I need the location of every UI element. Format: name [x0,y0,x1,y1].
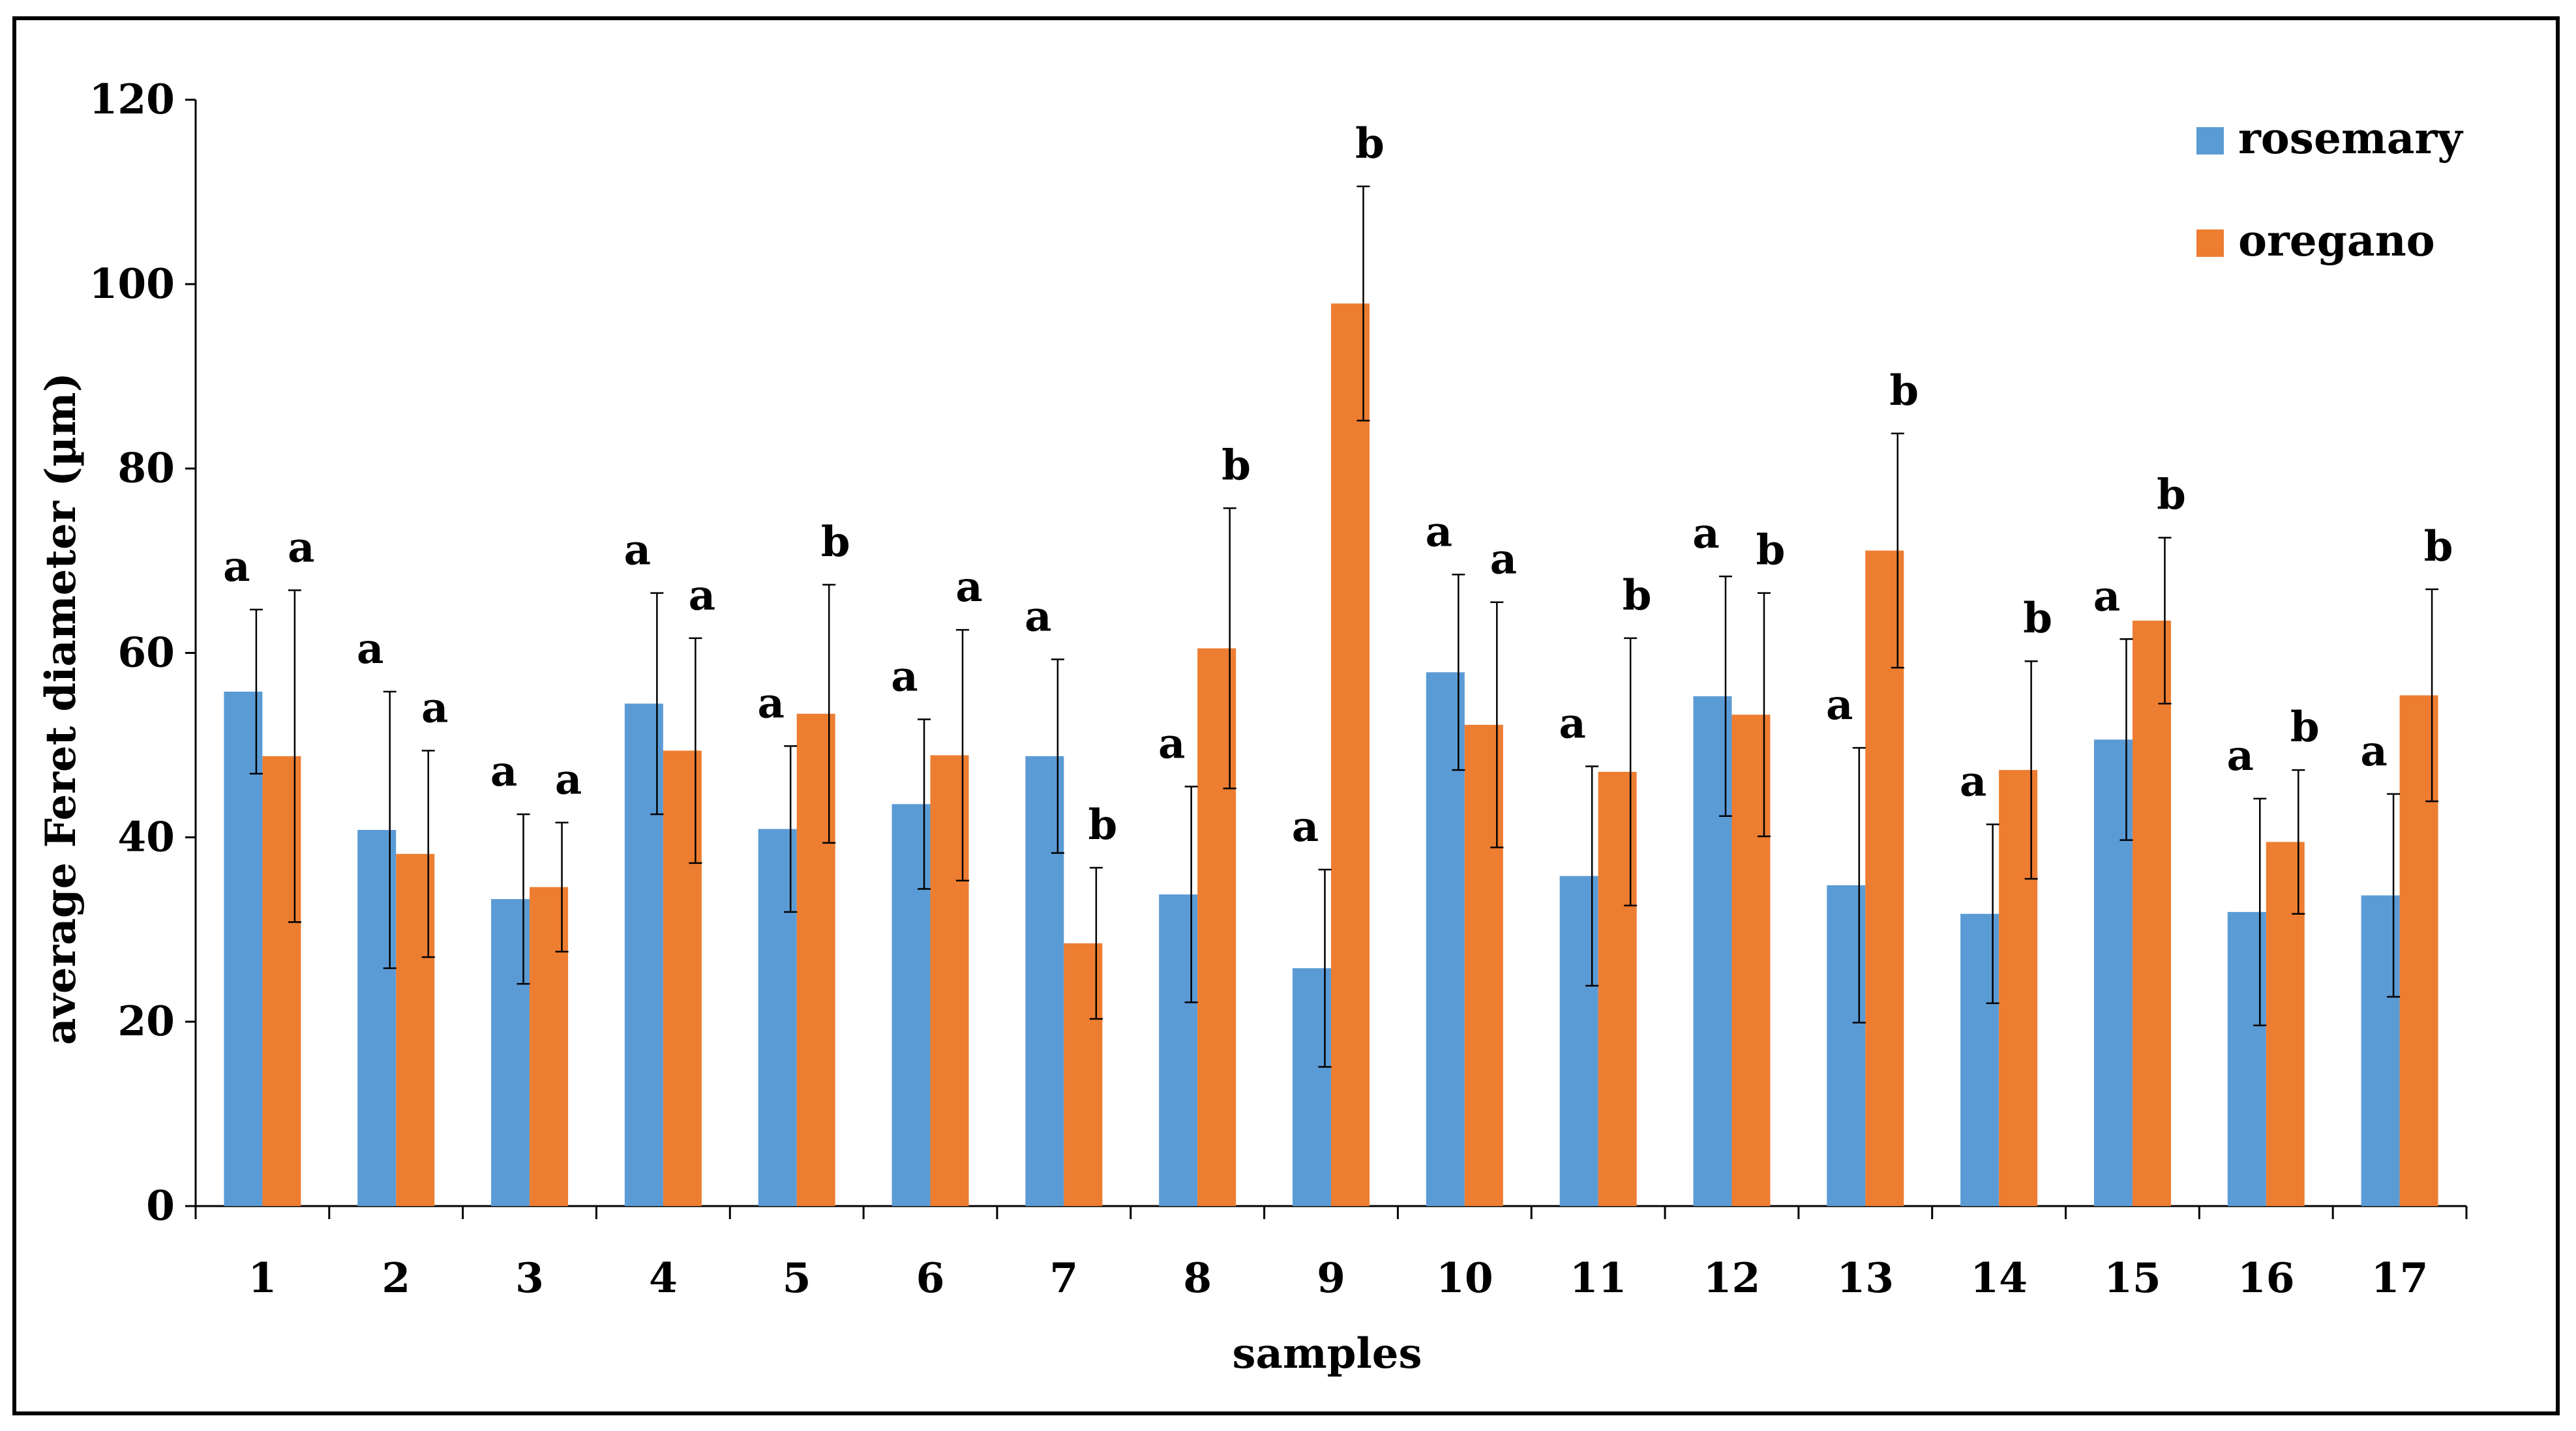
oregano-significance-letter: b [2023,594,2052,643]
oregano-significance-letter: b [1756,526,1786,575]
x-tick-label: 8 [1183,1254,1212,1302]
x-tick-label: 1 [248,1254,277,1302]
oregano-significance-letter: b [1088,801,1117,849]
x-tick-label: 3 [515,1254,544,1302]
oregano-significance-letter: a [288,523,314,572]
y-tick-label: 80 [117,444,175,492]
rosemary-significance-letter: a [624,526,651,575]
x-tick-label: 2 [382,1254,410,1302]
oregano-significance-letter: a [955,563,982,612]
y-tick-label: 60 [117,628,175,677]
oregano-bar [1331,303,1370,1207]
y-tick-label: 100 [89,259,175,308]
x-tick-label: 16 [2238,1254,2295,1302]
rosemary-significance-letter: a [1292,803,1319,851]
x-tick-label: 14 [1970,1254,2028,1302]
oregano-significance-letter: b [821,518,850,567]
x-tick-label: 10 [1436,1254,1493,1302]
y-tick-label: 120 [89,75,175,123]
y-axis-title: average Feret diameter (µm) [37,372,85,1045]
rosemary-significance-letter: a [223,542,250,591]
oregano-significance-letter: a [555,756,582,804]
oregano-significance-letter: b [2290,703,2320,752]
x-tick-label: 9 [1317,1254,1345,1302]
oregano-bar [2132,621,2171,1206]
x-tick-label: 13 [1836,1254,1894,1302]
legend-label-oregano: oregano [2238,215,2435,266]
y-tick-label: 20 [117,997,175,1045]
oregano-significance-letter: b [2424,522,2453,571]
rosemary-significance-letter: a [1826,681,1853,730]
oregano-significance-letter: a [689,571,715,620]
rosemary-significance-letter: a [2360,727,2387,776]
oregano-significance-letter: a [1490,535,1517,584]
oregano-significance-letter: a [421,683,448,732]
rosemary-significance-letter: a [490,747,517,796]
x-tick-label: 17 [2371,1254,2429,1302]
x-tick-label: 4 [649,1254,678,1302]
x-tick-label: 11 [1570,1254,1627,1302]
rosemary-bar [224,691,263,1206]
x-axis-title: samples [1232,1329,1422,1378]
rosemary-significance-letter: a [1158,720,1185,769]
rosemary-significance-letter: a [2093,572,2120,621]
oregano-significance-letter: b [1221,441,1251,490]
oregano-significance-letter: b [1623,571,1652,620]
rosemary-significance-letter: a [357,625,383,673]
oregano-significance-letter: b [1889,366,1919,415]
rosemary-significance-letter: a [1692,509,1719,558]
rosemary-significance-letter: a [891,652,918,701]
oregano-significance-letter: b [2157,471,2186,520]
rosemary-significance-letter: a [1025,592,1051,641]
rosemary-significance-letter: a [2227,731,2254,780]
x-tick-label: 5 [783,1254,811,1302]
x-tick-label: 7 [1049,1254,1078,1302]
oregano-significance-letter: b [1355,119,1385,168]
y-tick-label: 0 [146,1181,175,1230]
rosemary-significance-letter: a [1960,758,1986,806]
legend-swatch-oregano [2196,229,2224,257]
rosemary-significance-letter: a [1559,699,1585,748]
rosemary-significance-letter: a [1426,507,1452,556]
legend-label-rosemary: rosemary [2238,113,2463,164]
x-tick-label: 12 [1703,1254,1761,1302]
y-tick-label: 40 [117,812,175,861]
rosemary-significance-letter: a [757,679,784,728]
x-tick-label: 6 [916,1254,945,1302]
legend-swatch-rosemary [2196,127,2224,155]
x-tick-label: 15 [2104,1254,2161,1302]
